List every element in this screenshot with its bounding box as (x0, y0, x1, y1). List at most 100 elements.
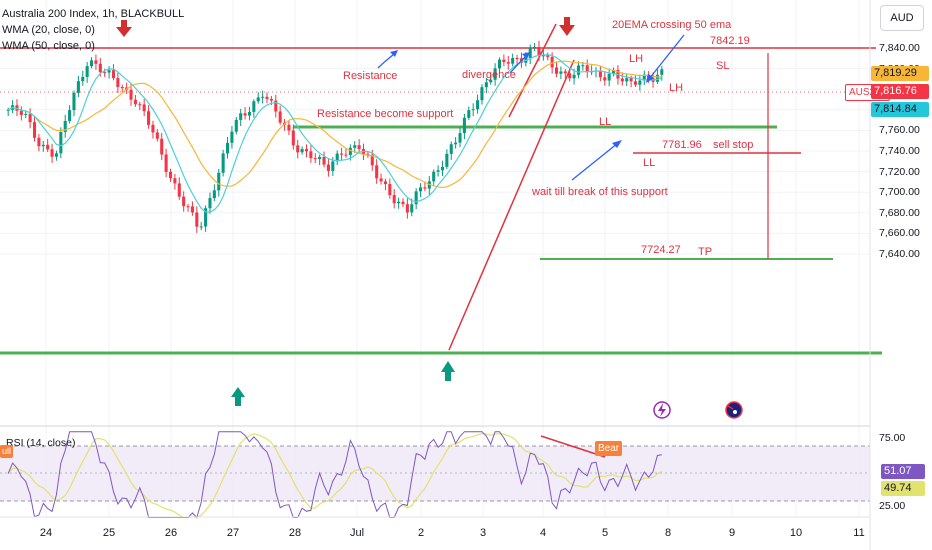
candle (383, 181, 387, 185)
candle (419, 187, 423, 192)
time-axis-label: 11 (853, 527, 865, 539)
candle (304, 149, 309, 152)
time-axis-label: 8 (664, 527, 672, 539)
candle (607, 73, 611, 81)
candle (116, 78, 120, 88)
wma20-line (7, 54, 663, 213)
candle (576, 65, 580, 75)
candle (138, 104, 142, 106)
candle (265, 96, 269, 99)
au-flag-icon[interactable] (725, 401, 743, 419)
rsi-bull-tag: ull (0, 445, 14, 458)
candle (111, 70, 116, 79)
res-support-label: Resistance become support (317, 108, 454, 120)
candle (541, 55, 545, 57)
candle (454, 142, 458, 145)
crossing-label: 20EMA crossing 50 ema (612, 19, 732, 31)
candle (230, 131, 234, 143)
candle (261, 96, 265, 98)
candle (147, 111, 151, 125)
candle (572, 74, 576, 79)
candle (353, 145, 357, 148)
divergence-label: divergence (462, 69, 516, 81)
candle (72, 92, 76, 111)
candle (133, 99, 137, 105)
candle (300, 149, 304, 153)
lightning-icon[interactable] (653, 401, 671, 419)
candle (502, 59, 506, 63)
candle (436, 170, 440, 172)
candle (476, 100, 480, 110)
crossing-arrow (648, 34, 685, 80)
candle (598, 70, 602, 78)
down-arrow-2 (559, 17, 575, 36)
candle (32, 122, 37, 138)
candle (313, 158, 317, 160)
candle (655, 74, 659, 82)
candle (511, 58, 515, 64)
time-axis-label: 3 (479, 527, 487, 539)
candle (471, 109, 475, 111)
candle (94, 60, 98, 64)
wma20-price-tag: 7,814.84 (871, 102, 929, 117)
candle (195, 212, 199, 227)
price-axis-label: 7,680.00 (879, 206, 920, 219)
wma50-legend[interactable]: WMA (50, close, 0) (2, 40, 95, 52)
price-axis-label: 7,700.00 (879, 186, 920, 199)
candle (568, 73, 572, 79)
candle (633, 81, 638, 85)
level-tp-label: 7724.27 (641, 244, 681, 256)
candle (458, 133, 462, 143)
time-axis-label: 28 (288, 527, 302, 539)
rsi-value-tag: 51.07 (881, 464, 925, 479)
candle (344, 154, 348, 156)
price-axis-label: 7,640.00 (879, 248, 920, 260)
candle (340, 153, 344, 155)
candle (28, 113, 32, 123)
candle (291, 130, 295, 146)
candle (164, 154, 168, 172)
candle (484, 82, 488, 88)
wait-arrow (571, 142, 619, 181)
candle (278, 111, 282, 123)
candle (392, 195, 396, 204)
candle (225, 142, 230, 154)
candle (357, 145, 361, 150)
candle (76, 81, 80, 93)
candle (625, 78, 629, 82)
candle (81, 76, 85, 82)
candle (449, 144, 453, 154)
candle (46, 144, 50, 150)
candle (563, 71, 567, 74)
candle (515, 58, 519, 60)
rsi-legend[interactable]: RSI (14, close) (6, 437, 76, 449)
level-top-label: 7842.19 (710, 35, 750, 47)
candle (581, 65, 585, 67)
price-axis-label: 7,740.00 (879, 145, 920, 157)
candle (296, 145, 300, 153)
currency-button[interactable]: AUD (880, 5, 924, 31)
candle (348, 147, 352, 155)
candle (432, 171, 436, 182)
ll-label-2: LL (643, 157, 656, 169)
candle (585, 65, 589, 73)
last-price-tag: 7,816.76 (871, 84, 929, 99)
candle (440, 166, 445, 171)
wma20-legend[interactable]: WMA (20, close, 0) (2, 24, 95, 36)
time-axis-label: Jul (349, 527, 365, 539)
candle (366, 153, 370, 155)
sl-label: SL (716, 60, 730, 72)
candle (629, 78, 633, 82)
candle (537, 46, 541, 56)
lh-label-1: LH (629, 53, 644, 65)
rsi-line (7, 431, 662, 519)
candle (559, 71, 563, 74)
resistance-label: Resistance (343, 70, 398, 82)
candle (370, 154, 374, 166)
candle (6, 109, 10, 111)
candle (155, 132, 159, 139)
candle (497, 59, 502, 69)
candle (221, 153, 225, 173)
sell-stop-label: sell stop (713, 139, 754, 151)
